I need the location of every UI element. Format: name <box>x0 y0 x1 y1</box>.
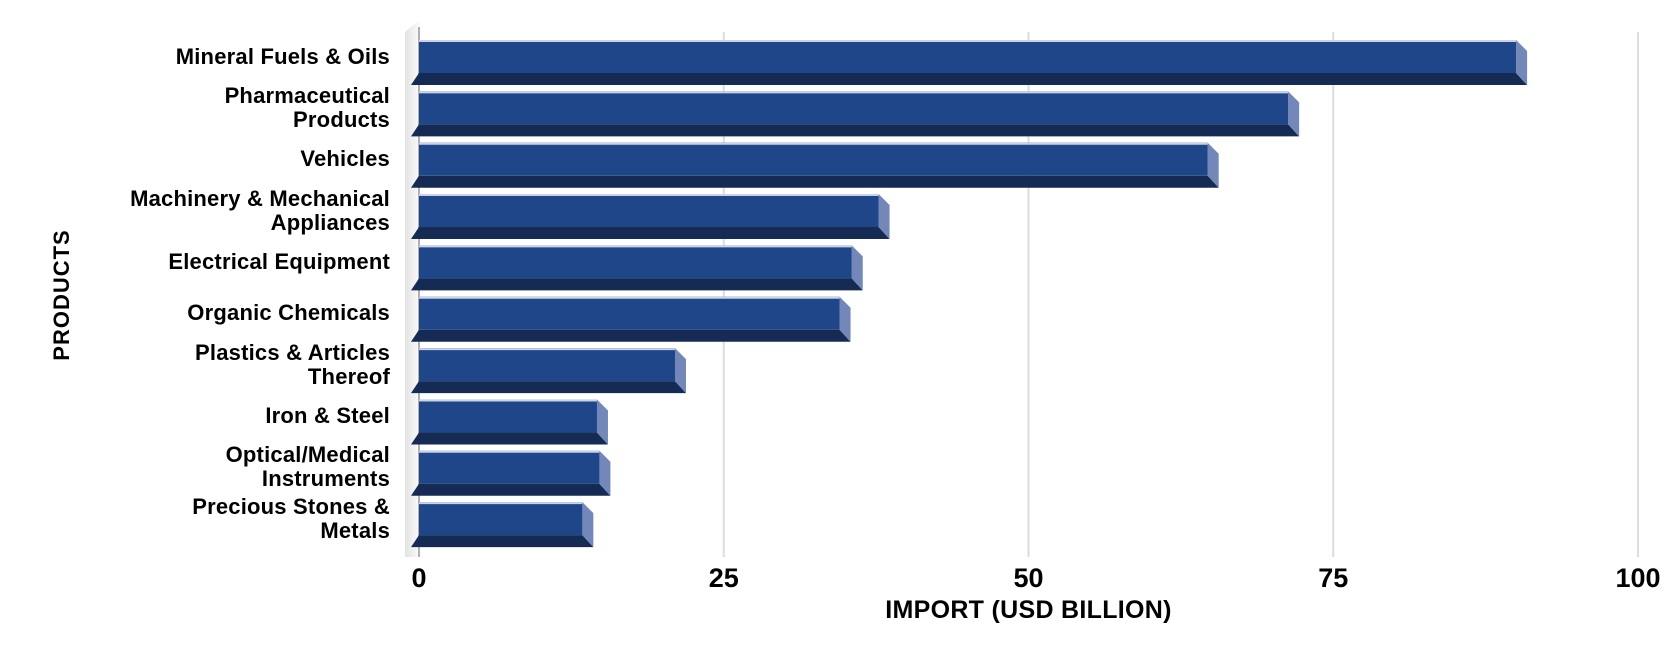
bar-end-face-vehicles <box>1207 142 1219 188</box>
bar-end-face-plastics-articles-thereof <box>674 348 686 394</box>
bar-iron-steel <box>419 399 597 433</box>
category-label: Optical/Medical Instruments <box>225 442 390 492</box>
bar-bottom-face-precious-stones-metals <box>411 535 594 548</box>
bar-bottom-face-iron-steel <box>411 432 608 445</box>
bar-bottom-face-plastics-articles-thereof <box>411 381 686 394</box>
bar-end-face-organic-chemicals <box>839 296 851 342</box>
x-tick-label-100: 100 <box>1615 563 1661 593</box>
bar-bottom-face-machinery-mechanical-appliances <box>411 227 890 240</box>
bar-bottom-face-mineral-fuels-oils <box>411 73 1528 85</box>
bar-end-face-optical-medical-instruments <box>599 450 611 496</box>
bar-mineral-fuels-oils <box>419 40 1517 73</box>
x-axis-title: IMPORT (USD BILLION) <box>885 596 1172 624</box>
x-tick-label-0: 0 <box>411 563 427 593</box>
bar-end-face-mineral-fuels-oils <box>1516 40 1528 85</box>
bar-end-face-machinery-mechanical-appliances <box>878 194 890 240</box>
bar-bottom-face-organic-chemicals <box>411 329 851 342</box>
bar-bottom-face-optical-medical-instruments <box>411 483 611 496</box>
bar-electrical-equipment <box>419 245 852 279</box>
bar-end-face-pharmaceutical-products <box>1288 91 1300 137</box>
bar-end-face-iron-steel <box>596 399 608 445</box>
bar-bottom-face-pharmaceutical-products <box>411 124 1300 137</box>
bar-plastics-articles-thereof <box>419 348 675 382</box>
bar-end-face-precious-stones-metals <box>582 502 594 548</box>
bar-machinery-mechanical-appliances <box>419 194 879 228</box>
bar-optical-medical-instruments <box>419 450 600 484</box>
category-label: Vehicles <box>300 146 390 172</box>
category-label: Plastics & Articles Thereof <box>195 339 390 389</box>
bar-precious-stones-metals <box>419 502 583 536</box>
category-label: Pharmaceutical Products <box>224 82 390 132</box>
bar-bottom-face-electrical-equipment <box>411 278 863 291</box>
category-label: Electrical Equipment <box>168 248 390 274</box>
axis-wall <box>405 20 419 557</box>
bar-end-face-electrical-equipment <box>851 245 863 291</box>
category-label: Mineral Fuels & Oils <box>175 43 390 69</box>
category-label: Organic Chemicals <box>187 300 390 326</box>
category-label: Precious Stones & Metals <box>192 493 390 543</box>
category-label: Iron & Steel <box>265 402 390 428</box>
x-tick-label-25: 25 <box>708 563 739 593</box>
category-label: Machinery & Mechanical Appliances <box>130 185 390 235</box>
bar-organic-chemicals <box>419 296 840 330</box>
bar-bottom-face-vehicles <box>411 175 1219 188</box>
y-axis-title: PRODUCTS <box>49 228 74 361</box>
bar-pharmaceutical-products <box>419 91 1289 125</box>
bar-vehicles <box>419 142 1208 176</box>
x-tick-label-50: 50 <box>1013 563 1044 593</box>
x-tick-label-75: 75 <box>1318 563 1349 593</box>
